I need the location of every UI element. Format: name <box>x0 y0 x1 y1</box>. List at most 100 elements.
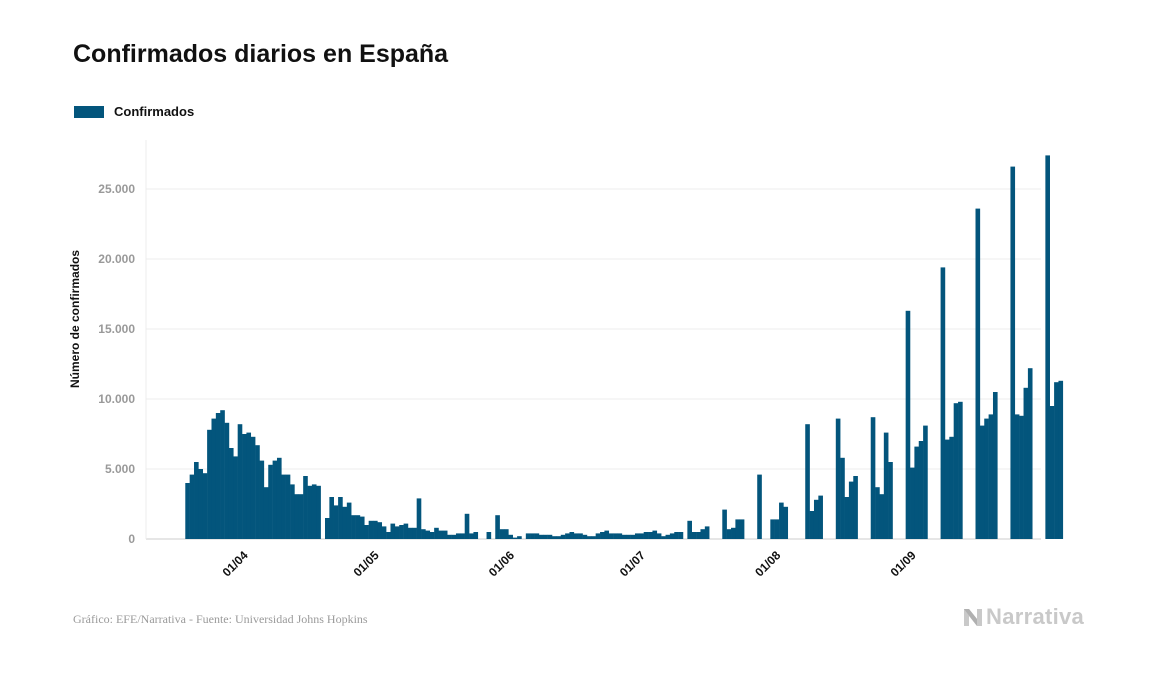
narrativa-logo-icon <box>964 609 982 626</box>
bar <box>726 529 732 539</box>
bar <box>303 476 308 539</box>
bar <box>486 532 492 539</box>
bar <box>517 536 522 539</box>
y-tick-label: 20.000 <box>98 252 135 266</box>
bar <box>944 439 950 539</box>
bar <box>613 533 618 539</box>
bar <box>242 434 247 539</box>
bar <box>678 532 684 539</box>
bar <box>1023 387 1029 539</box>
bar <box>621 534 627 539</box>
x-tick-label: 01/06 <box>486 548 517 579</box>
bar <box>364 525 369 539</box>
bar <box>639 533 644 539</box>
bar <box>731 527 736 539</box>
bar <box>875 487 880 539</box>
bar <box>805 424 810 539</box>
bar <box>630 534 636 539</box>
x-tick-label: 01/05 <box>351 548 382 579</box>
bar <box>958 401 963 539</box>
bar <box>530 533 535 539</box>
bar <box>578 533 583 539</box>
bar <box>259 460 265 539</box>
bar <box>988 414 994 539</box>
bar <box>359 516 365 539</box>
bar <box>569 532 575 539</box>
bar <box>779 502 784 539</box>
bar <box>512 537 518 539</box>
bar <box>914 446 920 539</box>
bar <box>1054 382 1059 539</box>
bar <box>591 536 596 539</box>
bar <box>984 418 989 539</box>
bar <box>674 532 679 539</box>
bar <box>351 515 356 539</box>
bar <box>634 533 640 539</box>
bar-series-confirmados <box>185 155 1064 539</box>
bar <box>923 425 928 539</box>
bar <box>818 495 823 539</box>
bar <box>434 527 439 539</box>
x-tick-label: 01/07 <box>617 548 648 579</box>
y-tick-label: 25.000 <box>98 182 135 196</box>
bar <box>198 469 204 539</box>
bar <box>770 519 775 539</box>
bar <box>355 515 361 539</box>
bar <box>272 460 278 539</box>
bar <box>394 526 400 539</box>
bar <box>617 533 623 539</box>
bar <box>377 522 383 539</box>
bar <box>311 484 317 539</box>
bar <box>979 425 985 539</box>
bar <box>202 473 208 539</box>
bar <box>233 456 238 539</box>
x-axis-ticks: 01/04 01/05 01/06 01/07 01/08 01/09 <box>220 548 919 579</box>
bar <box>604 530 610 539</box>
bar <box>307 485 313 539</box>
bar <box>534 533 540 539</box>
bar <box>499 529 505 539</box>
bar <box>573 533 579 539</box>
y-tick-label: 5.000 <box>105 462 135 476</box>
bar <box>194 462 199 539</box>
bar <box>211 418 217 539</box>
bar <box>757 474 762 539</box>
bar <box>421 529 426 539</box>
bar <box>879 494 885 539</box>
bar <box>835 418 841 539</box>
bar <box>237 424 243 539</box>
bar <box>1014 414 1020 539</box>
bar <box>255 445 260 539</box>
bar <box>669 533 675 539</box>
bar <box>390 523 396 539</box>
bar <box>207 429 212 539</box>
bar <box>783 506 789 539</box>
bar <box>691 532 697 539</box>
bar <box>1045 155 1050 539</box>
bar <box>661 536 666 539</box>
bar <box>1049 406 1055 539</box>
bar <box>1058 380 1064 539</box>
bar <box>975 208 981 539</box>
bar <box>547 534 553 539</box>
bar <box>281 474 286 539</box>
bar <box>185 483 190 539</box>
x-tick-label: 01/08 <box>752 548 783 579</box>
bar <box>285 474 291 539</box>
bar <box>905 310 911 539</box>
bar <box>648 532 653 539</box>
bar <box>342 506 348 539</box>
y-axis-ticks: 0 5.000 10.000 15.000 20.000 25.000 <box>98 182 135 546</box>
bar <box>373 520 378 539</box>
bar <box>992 392 998 539</box>
bar <box>189 474 195 539</box>
bar <box>368 520 374 539</box>
brand-logo: Narrativa <box>962 604 1084 630</box>
bar <box>416 498 422 539</box>
legend-swatch-confirmados <box>74 105 104 118</box>
bar <box>844 497 850 539</box>
bar <box>329 497 334 539</box>
bar <box>399 525 404 539</box>
bar <box>429 532 435 539</box>
y-tick-label: 15.000 <box>98 322 135 336</box>
